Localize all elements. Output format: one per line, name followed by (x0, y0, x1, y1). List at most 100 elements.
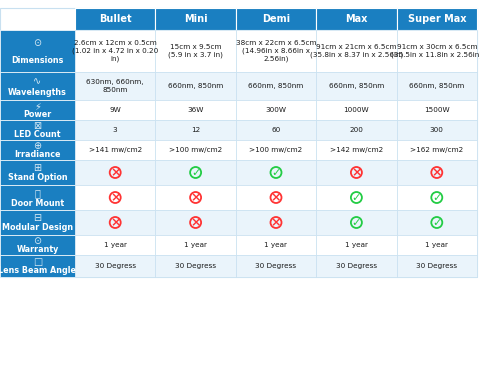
Text: ✓: ✓ (432, 218, 442, 228)
Bar (316, 30, 396, 72)
Bar (75, 235, 156, 255)
Text: Bullet: Bullet (99, 14, 132, 24)
Text: ×: × (110, 216, 120, 229)
Bar (316, 120, 396, 140)
Bar (316, 140, 396, 160)
Text: 1 year: 1 year (264, 242, 288, 248)
Text: Max: Max (345, 14, 368, 24)
Bar (316, 255, 396, 277)
Text: 91cm x 30cm x 6.5cm
(35.5in x 11.8in x 2.56in): 91cm x 30cm x 6.5cm (35.5in x 11.8in x 2… (391, 44, 480, 58)
Text: Modular Design: Modular Design (2, 224, 73, 232)
Text: Dimensions: Dimensions (12, 56, 64, 65)
Bar (396, 255, 477, 277)
Bar (316, 8, 396, 30)
Text: 15cm x 9.5cm
(5.9 in x 3.7 in): 15cm x 9.5cm (5.9 in x 3.7 in) (168, 44, 223, 58)
Bar (75, 8, 156, 30)
Text: >100 mw/cm2: >100 mw/cm2 (250, 147, 302, 153)
Text: Stand Option: Stand Option (8, 173, 67, 183)
Bar (0, 160, 75, 185)
Bar (236, 160, 316, 185)
Text: 2.6cm x 12cm x 0.5cm
(1.02 in x 4.72 in x 0.20
in): 2.6cm x 12cm x 0.5cm (1.02 in x 4.72 in … (72, 40, 158, 62)
Text: ✓: ✓ (432, 193, 442, 203)
Bar (236, 235, 316, 255)
Text: 3: 3 (113, 127, 118, 133)
Text: 1000W: 1000W (344, 107, 369, 113)
Text: ⚡: ⚡ (34, 101, 41, 111)
Text: 1 year: 1 year (104, 242, 127, 248)
Text: ⊕: ⊕ (34, 141, 42, 151)
Bar (236, 8, 316, 30)
Text: ×: × (110, 167, 120, 180)
Bar (236, 255, 316, 277)
Bar (316, 160, 396, 185)
Text: 30 Degress: 30 Degress (336, 263, 377, 269)
Bar (0, 120, 75, 140)
Bar (156, 30, 236, 72)
Bar (156, 210, 236, 235)
Text: 200: 200 (349, 127, 363, 133)
Text: 30 Degress: 30 Degress (175, 263, 216, 269)
Text: ⊟: ⊟ (34, 213, 42, 223)
Bar (75, 140, 156, 160)
Bar (396, 8, 477, 30)
Bar (396, 160, 477, 185)
Text: 660nm, 850nm: 660nm, 850nm (329, 83, 384, 89)
Bar (396, 120, 477, 140)
Text: 91cm x 21cm x 6.5cm
(35.8in x 8.37 in x 2.56in): 91cm x 21cm x 6.5cm (35.8in x 8.37 in x … (310, 44, 403, 58)
Bar (236, 185, 316, 210)
Text: Lens Beam Angle: Lens Beam Angle (0, 266, 76, 275)
Text: 60: 60 (271, 127, 281, 133)
Text: ⊙: ⊙ (34, 236, 42, 246)
Text: >100 mw/cm2: >100 mw/cm2 (169, 147, 222, 153)
Text: Wavelengths: Wavelengths (8, 88, 67, 97)
Text: Warranty: Warranty (16, 245, 59, 254)
Bar (156, 8, 236, 30)
Text: □: □ (33, 257, 42, 267)
Bar (0, 8, 477, 277)
Text: >162 mw/cm2: >162 mw/cm2 (410, 147, 463, 153)
Bar (0, 235, 75, 255)
Bar (396, 235, 477, 255)
Bar (236, 210, 316, 235)
Text: ⊙: ⊙ (34, 38, 42, 48)
Bar (156, 140, 236, 160)
Bar (0, 100, 75, 120)
Text: 30 Degress: 30 Degress (416, 263, 457, 269)
Text: ×: × (271, 216, 281, 229)
Bar (396, 100, 477, 120)
Text: 30 Degress: 30 Degress (255, 263, 297, 269)
Bar (75, 185, 156, 210)
Bar (75, 100, 156, 120)
Bar (316, 72, 396, 100)
Bar (156, 160, 236, 185)
Bar (396, 185, 477, 210)
Text: 660nm, 850nm: 660nm, 850nm (409, 83, 465, 89)
Bar (236, 140, 316, 160)
Text: Super Max: Super Max (408, 14, 466, 24)
Bar (0, 72, 75, 100)
Text: 38cm x 22cm x 6.5cm
(14.96in x 8.66in x
2.56in): 38cm x 22cm x 6.5cm (14.96in x 8.66in x … (236, 40, 316, 62)
Bar (75, 210, 156, 235)
Bar (0, 255, 75, 277)
Text: Demi: Demi (262, 14, 290, 24)
Bar (156, 185, 236, 210)
Text: ⊠: ⊠ (34, 121, 42, 131)
Text: 1 year: 1 year (425, 242, 448, 248)
Text: 630nm, 660nm,
850nm: 630nm, 660nm, 850nm (86, 79, 144, 93)
Bar (396, 30, 477, 72)
Bar (236, 100, 316, 120)
Text: Mini: Mini (184, 14, 207, 24)
Bar (0, 210, 75, 235)
Bar (316, 235, 396, 255)
Bar (316, 100, 396, 120)
Text: ×: × (432, 167, 442, 180)
Bar (316, 210, 396, 235)
Text: 660nm, 850nm: 660nm, 850nm (248, 83, 304, 89)
Text: Door Mount: Door Mount (11, 198, 64, 208)
Text: ×: × (191, 192, 201, 205)
Text: 1500W: 1500W (424, 107, 450, 113)
Text: ⊞: ⊞ (34, 163, 42, 173)
Text: ×: × (110, 192, 120, 205)
Text: ⎕: ⎕ (35, 188, 40, 198)
Bar (236, 30, 316, 72)
